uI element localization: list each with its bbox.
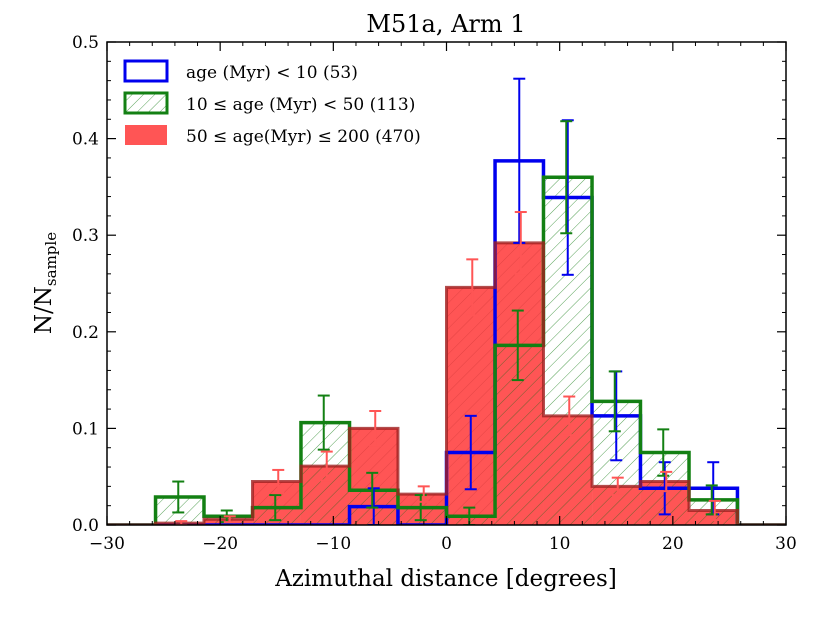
legend-label-old: 50 ≤ age(Myr) ≤ 200 (470) xyxy=(186,127,421,147)
plot-area xyxy=(107,77,786,525)
bar-old-hatch xyxy=(495,242,544,525)
chart-title: M51a, Arm 1 xyxy=(366,10,525,38)
bar-old-hatch xyxy=(592,486,641,525)
y-axis-title-subscript: sample xyxy=(42,232,60,286)
x-axis-title: Azimuthal distance [degrees] xyxy=(274,566,617,592)
y-tick-label: 0.1 xyxy=(72,419,99,439)
legend: age (Myr) < 10 (53) 10 ≤ age (Myr) < 50 … xyxy=(123,59,421,147)
x-tick-label: 10 xyxy=(549,534,571,554)
x-tick-label: 20 xyxy=(662,534,684,554)
x-tick-label: 0 xyxy=(441,534,452,554)
legend-label-intermediate: 10 ≤ age (Myr) < 50 (113) xyxy=(186,95,415,115)
y-tick-label: 0.5 xyxy=(72,33,99,53)
y-tick-label: 0.4 xyxy=(72,130,99,150)
x-tick-label: −30 xyxy=(89,534,125,554)
y-tick-label: 0.0 xyxy=(72,516,99,536)
y-tick-label: 0.2 xyxy=(72,323,99,343)
bar-old-hatch xyxy=(543,415,593,525)
outline-old xyxy=(107,241,786,525)
bar-old-hatch xyxy=(689,510,738,525)
legend-swatch-intermediate xyxy=(123,91,169,115)
x-axis: −30 −20 −10 0 10 20 30 xyxy=(89,42,797,554)
bar-old-hatch xyxy=(300,466,350,525)
legend-swatch-young xyxy=(123,59,169,83)
x-tick-label: 30 xyxy=(775,534,797,554)
y-axis-title: N/Nsample xyxy=(31,232,60,334)
legend-swatch-old xyxy=(125,125,167,145)
y-axis-title-main: N/N xyxy=(31,286,57,334)
x-tick-label: −10 xyxy=(315,534,351,554)
legend-label-young: age (Myr) < 10 (53) xyxy=(186,63,358,83)
y-axis: 0.0 0.1 0.2 0.3 0.4 0.5 xyxy=(72,33,786,536)
y-tick-label: 0.3 xyxy=(72,226,99,246)
bar-old-hatch xyxy=(252,481,301,525)
x-tick-label: −20 xyxy=(202,534,238,554)
